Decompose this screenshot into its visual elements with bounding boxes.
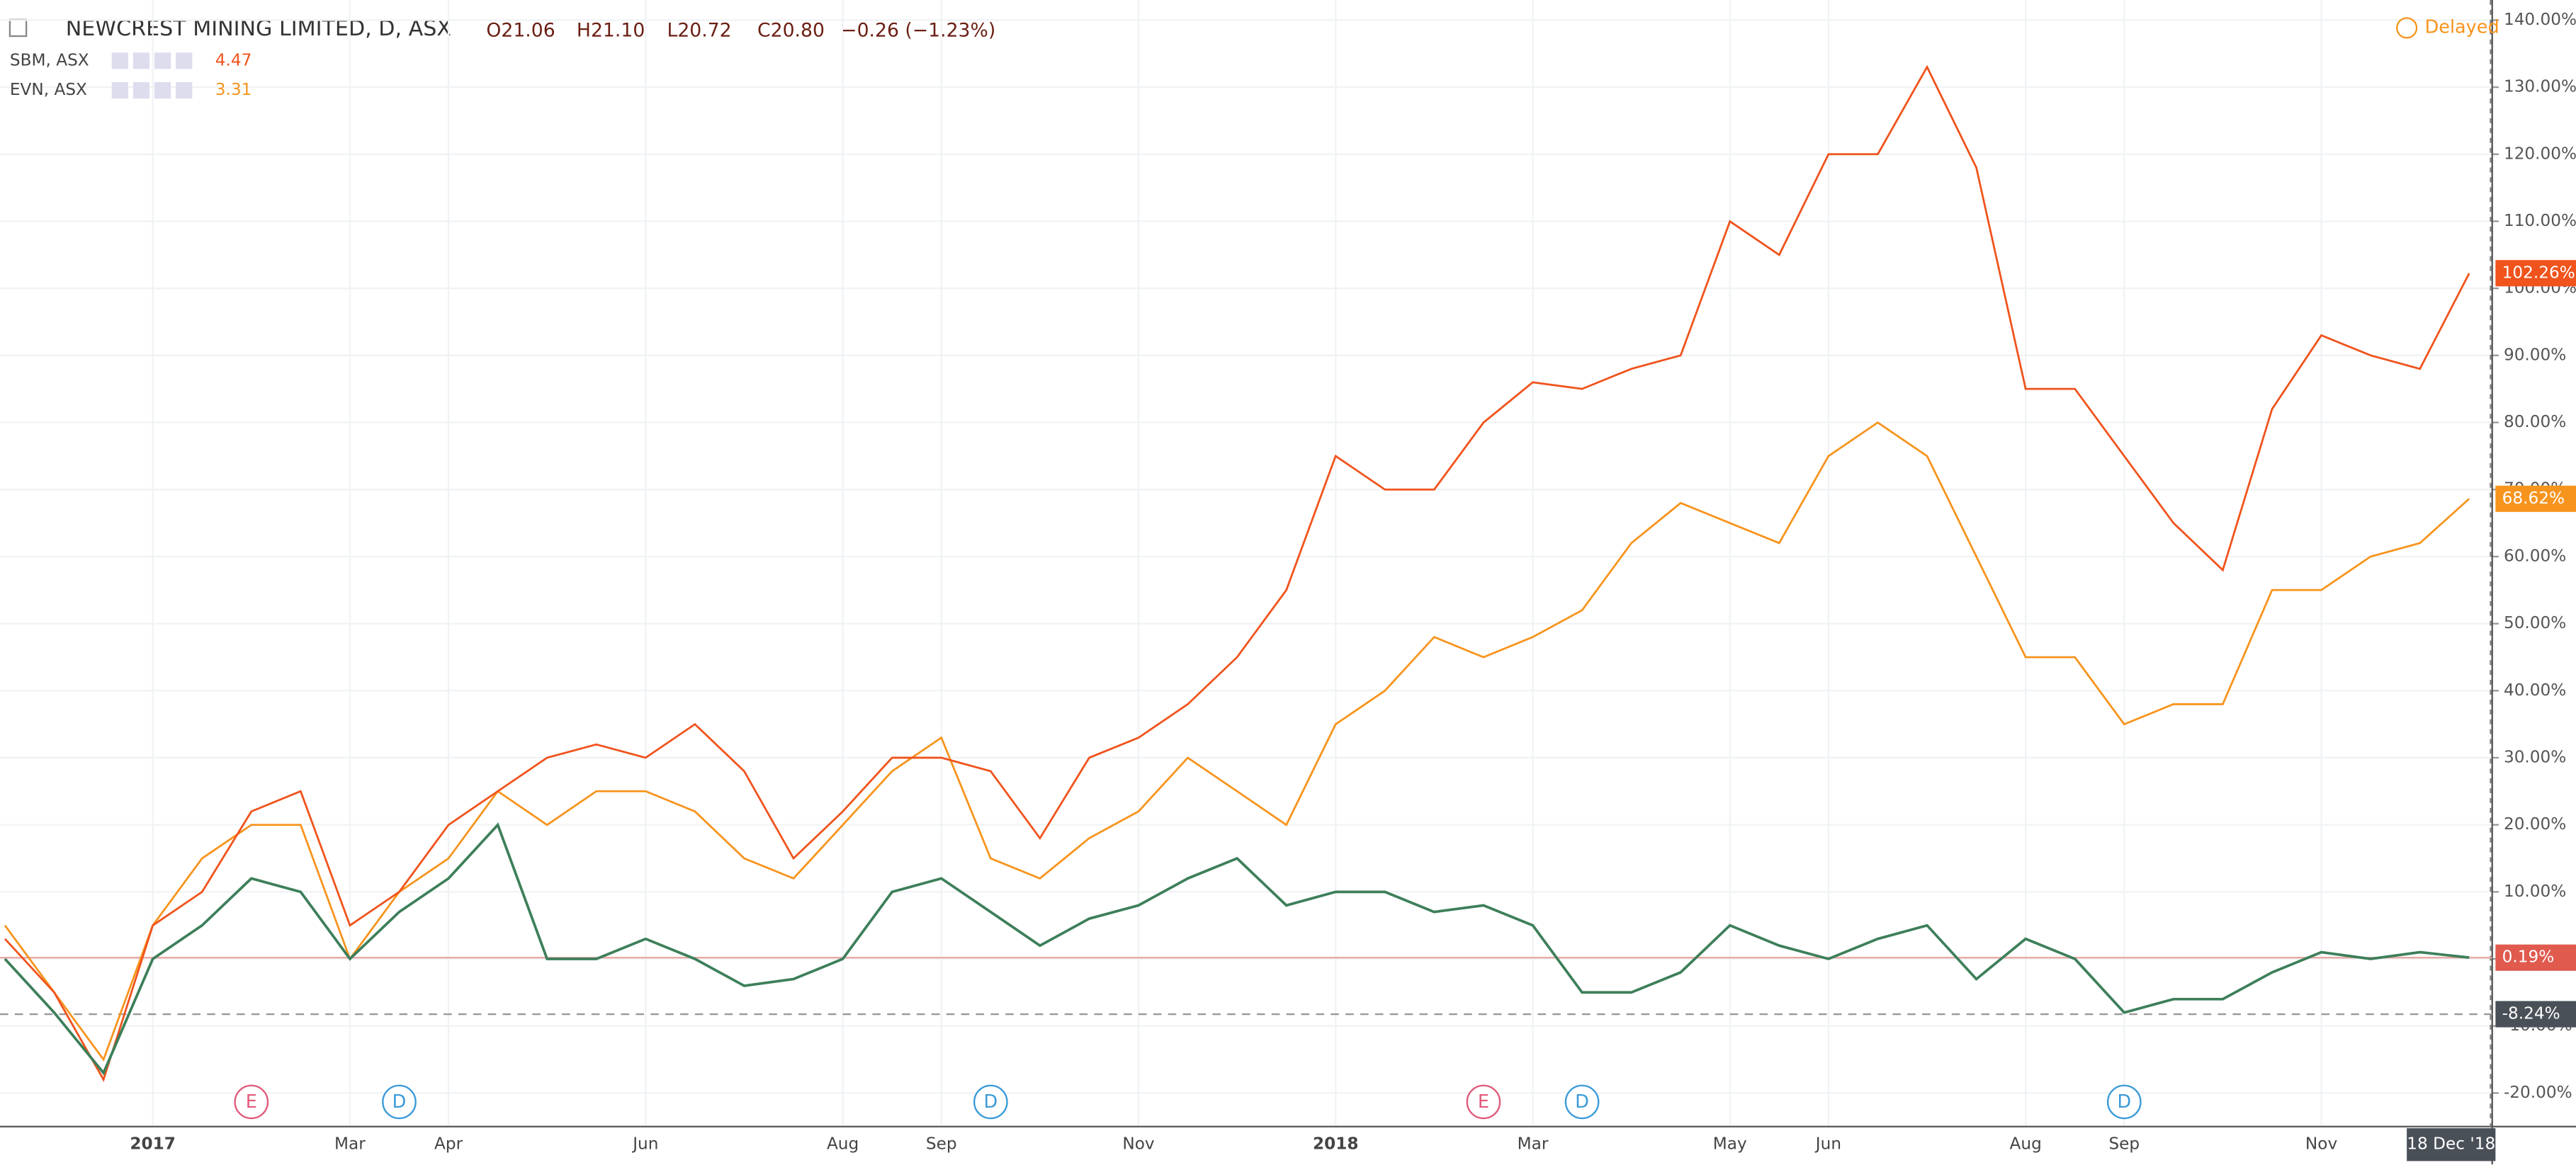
y-tick-label: 130.00% xyxy=(2504,77,2576,96)
ohlc-value: H21.10 xyxy=(577,20,645,42)
legend-button[interactable] xyxy=(154,52,171,69)
event-label: D xyxy=(1575,1091,1589,1113)
y-tick-label: -20.00% xyxy=(2504,1083,2572,1102)
change-value: −0.26 (−1.23%) xyxy=(841,20,995,42)
x-tick-label: 2018 xyxy=(1313,1135,1358,1154)
x-tick-label: Sep xyxy=(926,1135,957,1154)
reference-tag xyxy=(2495,1001,2576,1028)
x-tick-label: Apr xyxy=(434,1135,463,1154)
y-tick-label: 20.00% xyxy=(2504,814,2566,834)
event-label: E xyxy=(246,1091,257,1113)
legend-button[interactable] xyxy=(132,52,150,69)
legend-button[interactable] xyxy=(132,81,150,99)
ohlc-value: L20.72 xyxy=(667,20,731,42)
event-label: E xyxy=(1478,1091,1489,1113)
legend-button[interactable] xyxy=(176,81,193,99)
last-value-tag xyxy=(2495,260,2576,287)
legend-button[interactable] xyxy=(111,81,128,99)
event-label: D xyxy=(392,1091,407,1113)
event-marker[interactable] xyxy=(382,1084,417,1120)
event-marker[interactable] xyxy=(2106,1084,2142,1120)
event-marker[interactable] xyxy=(1466,1084,1501,1120)
y-tick-label: 40.00% xyxy=(2504,681,2566,700)
event-marker[interactable] xyxy=(234,1084,269,1120)
y-tick-label: 90.00% xyxy=(2504,345,2566,364)
last-value-label: 0.19% xyxy=(2502,948,2555,967)
x-tick-label: Aug xyxy=(2010,1135,2042,1154)
legend-value: 3.31 xyxy=(215,80,252,99)
y-tick-label: 50.00% xyxy=(2504,613,2566,632)
status-label: Delayed xyxy=(2425,16,2499,38)
event-label: D xyxy=(983,1091,998,1113)
y-tick-label: 30.00% xyxy=(2504,747,2566,766)
x-tick-label: Jun xyxy=(1814,1135,1841,1154)
x-tick-label: Nov xyxy=(1122,1135,1155,1154)
last-value-tag xyxy=(2495,485,2576,512)
ohlc-value: C20.80 xyxy=(757,20,825,42)
legend-name: EVN, ASX xyxy=(10,80,87,99)
legend-value: 4.47 xyxy=(215,50,252,69)
y-tick-label: 140.00% xyxy=(2504,10,2576,29)
y-tick-label: 10.00% xyxy=(2504,882,2566,901)
x-tick-label: May xyxy=(1713,1135,1747,1154)
x-tick-label: Sep xyxy=(2108,1135,2140,1154)
y-tick-label: 60.00% xyxy=(2504,546,2566,565)
series-line xyxy=(4,64,2470,1082)
reference-label: -8.24% xyxy=(2502,1004,2560,1023)
x-tick-label: Aug xyxy=(827,1135,859,1154)
series-line xyxy=(4,822,2470,1076)
series-line xyxy=(4,421,2470,1062)
date-tag xyxy=(2407,1128,2496,1161)
legend-name: SBM, ASX xyxy=(10,50,89,69)
x-tick-label: 2017 xyxy=(130,1135,176,1154)
y-tick-label: 110.00% xyxy=(2504,211,2576,230)
x-tick-label: Mar xyxy=(1518,1135,1549,1154)
y-tick-label: 120.00% xyxy=(2504,144,2576,163)
legend-button[interactable] xyxy=(111,52,128,69)
cursor-date: 18 Dec '18 xyxy=(2407,1135,2495,1154)
y-tick-label: 80.00% xyxy=(2504,412,2566,431)
status-icon xyxy=(2396,17,2418,39)
event-label: D xyxy=(2117,1091,2131,1113)
x-tick-label: Nov xyxy=(2305,1135,2338,1154)
x-tick-label: Mar xyxy=(334,1135,366,1154)
legend-button[interactable] xyxy=(176,52,193,69)
event-marker[interactable] xyxy=(973,1084,1008,1120)
last-value-tag xyxy=(2495,944,2576,971)
ohlc-value: O21.06 xyxy=(486,20,555,42)
legend-button[interactable] xyxy=(154,81,171,99)
event-marker[interactable] xyxy=(1564,1084,1600,1120)
last-value-label: 102.26% xyxy=(2502,263,2575,282)
x-tick-label: Jun xyxy=(631,1135,658,1154)
last-value-label: 68.62% xyxy=(2502,489,2565,508)
